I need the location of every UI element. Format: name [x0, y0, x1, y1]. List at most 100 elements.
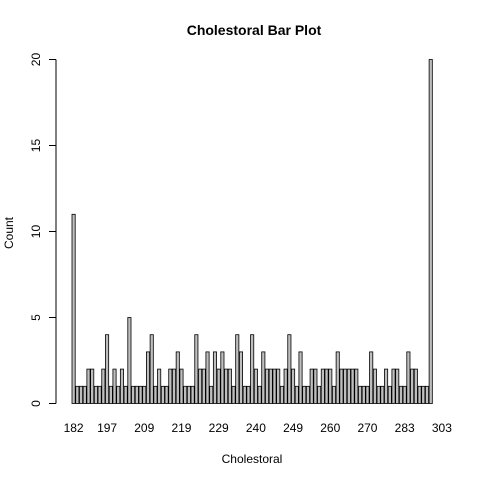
- x-tick-label: 240: [246, 421, 266, 435]
- bar: [82, 385, 87, 404]
- y-tick-label: 15: [29, 139, 43, 153]
- bar: [101, 368, 106, 404]
- y-tick-label: 5: [29, 314, 43, 321]
- bar: [257, 385, 262, 404]
- x-tick-label: 219: [171, 421, 191, 435]
- bar: [190, 385, 195, 404]
- bars-group: [71, 59, 433, 404]
- bar: [387, 385, 392, 404]
- bar: [205, 351, 210, 404]
- bar: [417, 385, 422, 404]
- x-tick-label: 209: [134, 421, 154, 435]
- y-axis: 0 5 10 15 20: [29, 53, 57, 407]
- bar: [246, 385, 251, 404]
- bar: [112, 368, 117, 404]
- bar: [395, 368, 400, 404]
- bar: [97, 385, 102, 404]
- y-tick-label: 0: [29, 400, 43, 407]
- bar: [298, 351, 303, 404]
- bar: [335, 351, 340, 404]
- bar: [317, 385, 322, 404]
- bar: [250, 334, 255, 404]
- bar: [305, 385, 310, 404]
- bar: [346, 368, 351, 404]
- bar: [160, 385, 165, 404]
- bar: [224, 368, 229, 404]
- bar: [127, 317, 132, 404]
- bar: [86, 368, 91, 404]
- bar: [93, 385, 98, 404]
- bar: [164, 385, 169, 404]
- bar: [231, 385, 236, 404]
- bar: [279, 385, 284, 404]
- bar: [272, 368, 277, 404]
- bar: [179, 368, 184, 404]
- bar: [138, 385, 143, 404]
- bar: [313, 368, 318, 404]
- bar: [287, 334, 292, 404]
- bar: [142, 385, 147, 404]
- bar: [235, 334, 240, 404]
- bar: [343, 368, 348, 404]
- bar: [220, 351, 225, 404]
- chart-title: Cholestoral Bar Plot: [187, 22, 322, 38]
- x-axis-label: Cholestoral: [222, 452, 283, 466]
- bar: [268, 368, 273, 404]
- bar: [183, 385, 188, 404]
- bar: [134, 385, 139, 404]
- bar: [428, 59, 433, 404]
- bar: [105, 334, 110, 404]
- bar: [283, 368, 288, 404]
- bar: [350, 368, 355, 404]
- bar: [242, 385, 247, 404]
- bar: [153, 385, 158, 404]
- bar: [391, 368, 396, 404]
- y-tick-label: 20: [29, 53, 43, 67]
- bar: [365, 385, 370, 404]
- bar: [294, 385, 299, 404]
- bar: [172, 368, 177, 404]
- bar: [421, 385, 426, 404]
- bar: [90, 368, 95, 404]
- bar: [372, 368, 377, 404]
- bar: [398, 385, 403, 404]
- bar: [75, 385, 80, 404]
- bar: [413, 368, 418, 404]
- y-tick-label: 10: [29, 225, 43, 239]
- bar: [216, 368, 221, 404]
- bar: [376, 385, 381, 404]
- bar: [194, 334, 199, 404]
- bar: [324, 368, 329, 404]
- bar: [212, 351, 217, 404]
- bar: [71, 213, 76, 404]
- bar: [339, 368, 344, 404]
- bar: [261, 351, 266, 404]
- bar: [175, 351, 180, 404]
- x-tick-label: 270: [357, 421, 377, 435]
- x-tick-labels: 182 197 209 219 229 240 249 260 270 283 303: [64, 421, 453, 435]
- bar: [380, 385, 385, 404]
- bar: [116, 385, 121, 404]
- bar: [384, 368, 389, 404]
- bar: [119, 368, 124, 404]
- bar: [157, 368, 162, 404]
- bar: [265, 368, 270, 404]
- x-tick-label: 229: [209, 421, 229, 435]
- bar: [291, 368, 296, 404]
- bar: [358, 385, 363, 404]
- bar: [276, 368, 281, 404]
- bar: [149, 334, 154, 404]
- bar: [328, 368, 333, 404]
- bar: [354, 368, 359, 404]
- x-tick-label: 182: [64, 421, 84, 435]
- x-tick-label: 249: [283, 421, 303, 435]
- bar: [201, 368, 206, 404]
- bar: [406, 351, 411, 404]
- bar: [131, 385, 136, 404]
- x-tick-label: 260: [320, 421, 340, 435]
- bar: [424, 385, 429, 404]
- bar: [198, 368, 203, 404]
- bar: [186, 385, 191, 404]
- bar: [410, 368, 415, 404]
